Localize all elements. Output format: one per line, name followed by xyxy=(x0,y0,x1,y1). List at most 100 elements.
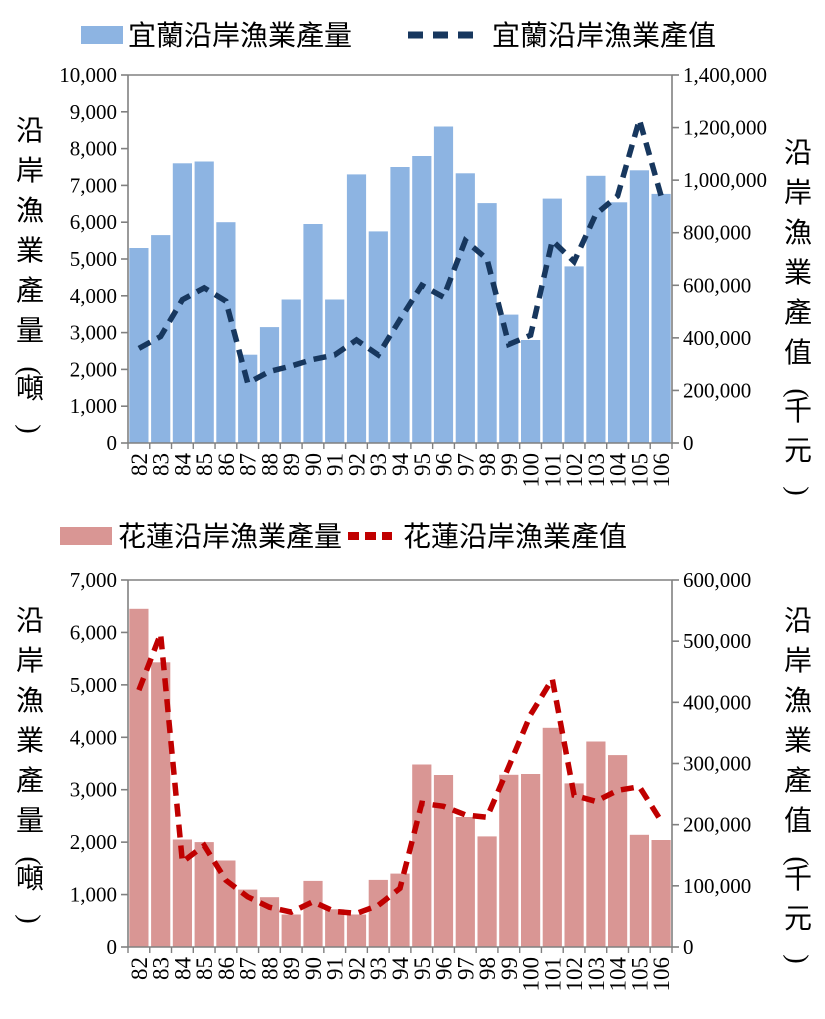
right-axis-tick-label: 1,400,000 xyxy=(683,63,767,87)
left-axis-tick-label: 1,000 xyxy=(70,883,117,907)
right-axis-title: 千 xyxy=(784,864,812,895)
bar xyxy=(608,755,628,947)
left-axis-title: ( xyxy=(14,856,45,865)
bar xyxy=(608,202,628,443)
left-axis-title: 產 xyxy=(16,275,44,307)
left-axis-title: 業 xyxy=(16,725,44,757)
right-axis-title: 漁 xyxy=(784,685,812,717)
bar xyxy=(412,764,432,947)
bar xyxy=(325,299,345,443)
x-axis-label: 90 xyxy=(301,453,326,476)
right-axis-tick-label: 800,000 xyxy=(683,221,751,245)
right-axis-title: 產 xyxy=(784,765,812,797)
x-axis-label: 106 xyxy=(649,453,674,488)
right-axis-tick-label: 400,000 xyxy=(683,326,751,350)
x-axis-label: 105 xyxy=(627,453,652,488)
bar xyxy=(542,198,562,443)
right-axis-tick-label: 300,000 xyxy=(683,752,751,776)
yilan-plot: 10,000 9,000 8,000 7,000 6,000 5,000 4,000 3,00… xyxy=(14,63,813,496)
left-axis-tick-label: 5,000 xyxy=(70,247,117,271)
x-axis-label: 97 xyxy=(453,957,478,980)
bar xyxy=(651,840,671,947)
hualien-plot: 7,000 6,000 5,000 4,000 3,000 2,000 1,000 0 600,… xyxy=(14,568,813,992)
bar xyxy=(477,203,497,443)
x-axis-label: 98 xyxy=(475,957,500,980)
bar xyxy=(194,161,214,443)
x-axis-label: 91 xyxy=(323,453,348,476)
left-axis-tick-label: 8,000 xyxy=(70,137,117,161)
x-axis-label: 88 xyxy=(257,957,282,980)
x-axis-label: 87 xyxy=(236,453,261,476)
value-line xyxy=(136,632,664,917)
x-axis-label: 86 xyxy=(214,957,239,980)
x-axis-label: 96 xyxy=(432,957,457,980)
x-axis-label: 104 xyxy=(606,453,631,488)
right-axis-tick-label: 1,000,000 xyxy=(683,168,767,192)
x-axis-label: 93 xyxy=(366,453,391,476)
bar xyxy=(499,774,519,947)
bar xyxy=(368,879,388,947)
bar xyxy=(499,314,519,443)
x-axis-label: 88 xyxy=(257,453,282,476)
right-axis-title: 值 xyxy=(784,805,812,837)
x-axis-label: 90 xyxy=(301,957,326,980)
x-axis-label: 92 xyxy=(345,453,370,476)
bar xyxy=(129,608,149,947)
right-axis-title: 沿 xyxy=(784,138,812,169)
hualien-legend: 花蓮沿岸漁業產量 花蓮沿岸漁業產值 xyxy=(60,521,627,553)
right-axis-title: ) xyxy=(782,486,813,495)
bar xyxy=(216,222,236,443)
bar xyxy=(521,340,541,443)
right-axis-title: 岸 xyxy=(784,178,812,209)
bar xyxy=(172,839,192,947)
x-axis-label: 89 xyxy=(279,957,304,980)
x-axis-label: 89 xyxy=(279,453,304,476)
bar xyxy=(390,167,410,443)
bar xyxy=(346,914,367,947)
x-axis-label: 95 xyxy=(410,453,435,476)
bar xyxy=(259,897,280,947)
left-axis-title: 噸 xyxy=(16,373,44,405)
left-axis-tick-label: 6,000 xyxy=(70,620,117,644)
bar xyxy=(455,817,475,947)
left-axis-title: 漁 xyxy=(16,685,44,717)
left-axis-title: 岸 xyxy=(16,156,44,187)
x-axis-label: 106 xyxy=(649,957,674,992)
x-axis-label: 85 xyxy=(192,453,217,476)
right-axis-tick-label: 600,000 xyxy=(683,273,751,297)
x-axis-label: 83 xyxy=(149,453,174,476)
bar xyxy=(325,909,345,947)
right-axis-title: 沿 xyxy=(784,606,812,637)
hualien-bar-legend-label: 花蓮沿岸漁業產量 xyxy=(118,521,342,553)
left-axis-title: 量 xyxy=(16,316,44,347)
hualien-chart-figure: 花蓮沿岸漁業產量 花蓮沿岸漁業產值 7,000 6,000 5,000 4,000 3,… xyxy=(0,512,825,1019)
left-axis-tick-label: 1,000 xyxy=(70,394,117,418)
bar xyxy=(368,231,388,443)
bar xyxy=(281,299,301,443)
right-axis-tick-label: 600,000 xyxy=(683,568,751,592)
right-axis-tick-label: 400,000 xyxy=(683,690,751,714)
x-axis-label: 100 xyxy=(519,453,544,488)
bar xyxy=(346,174,367,443)
yilan-line-legend-label: 宜蘭沿岸漁業產值 xyxy=(492,20,716,52)
bar xyxy=(586,741,606,947)
hualien-chart-svg: 花蓮沿岸漁業產量 花蓮沿岸漁業產值 7,000 6,000 5,000 4,000 3,… xyxy=(14,521,813,992)
x-axis-label: 99 xyxy=(497,453,522,476)
x-axis-label: 102 xyxy=(562,453,587,488)
left-axis-tick-label: 4,000 xyxy=(70,284,117,308)
bar xyxy=(455,173,475,444)
left-axis-tick-label: 6,000 xyxy=(70,210,117,234)
right-axis-title: ( xyxy=(782,388,813,397)
bar xyxy=(259,327,280,443)
x-axis-label: 82 xyxy=(127,957,152,980)
x-axis-label: 93 xyxy=(366,957,391,980)
left-axis-title: ) xyxy=(14,914,45,923)
x-axis-label: 94 xyxy=(388,957,413,981)
left-axis-title: ( xyxy=(14,366,45,375)
left-axis-tick-label: 3,000 xyxy=(70,321,117,345)
x-axis-label: 101 xyxy=(540,453,565,488)
left-axis-tick-label: 5,000 xyxy=(70,673,117,697)
bar xyxy=(281,914,301,947)
bar xyxy=(151,662,171,947)
